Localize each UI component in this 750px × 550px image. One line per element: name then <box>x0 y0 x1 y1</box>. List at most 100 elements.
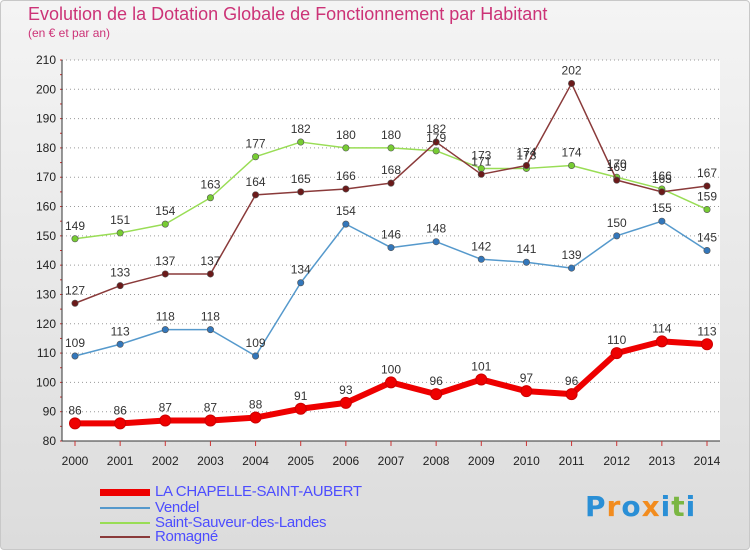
data-label: 180 <box>336 128 356 142</box>
data-label: 180 <box>381 128 401 142</box>
data-point <box>432 238 440 246</box>
data-point <box>658 217 666 225</box>
y-tick-label: 150 <box>36 229 56 243</box>
y-tick-label: 90 <box>43 405 57 419</box>
x-tick-label: 2005 <box>287 454 314 468</box>
data-point <box>116 282 124 290</box>
x-tick-label: 2002 <box>152 454 179 468</box>
data-label: 93 <box>339 383 353 397</box>
y-tick-label: 110 <box>37 346 56 360</box>
legend-label: LA CHAPELLE-SAINT-AUBERT <box>155 483 362 500</box>
data-point <box>613 232 621 240</box>
x-tick-label: 2004 <box>242 454 269 468</box>
data-label: 164 <box>246 175 266 189</box>
data-label: 155 <box>652 201 672 215</box>
series-1 <box>71 79 711 307</box>
data-label: 127 <box>65 283 85 297</box>
data-label: 101 <box>471 359 491 373</box>
data-label: 137 <box>155 254 175 268</box>
series-3 <box>69 335 713 430</box>
data-point <box>385 376 397 389</box>
data-point <box>387 179 395 187</box>
data-label: 166 <box>336 169 356 183</box>
data-label: 87 <box>204 400 218 414</box>
chart-subtitle: (en € et par an) <box>28 26 111 40</box>
y-tick-label: 200 <box>36 82 56 96</box>
data-label: 166 <box>652 169 672 183</box>
x-tick-label: 2007 <box>378 454 405 468</box>
logo-letter: t <box>671 490 686 523</box>
data-label: 179 <box>426 131 446 145</box>
data-point <box>342 144 350 152</box>
data-point <box>206 326 214 334</box>
data-label: 109 <box>246 336 266 350</box>
data-point <box>520 385 533 398</box>
data-point <box>342 220 350 228</box>
data-point <box>568 79 576 87</box>
data-label: 145 <box>697 231 717 245</box>
chart-title: Evolution de la Dotation Globale de Fonc… <box>28 4 548 24</box>
data-label: 165 <box>652 172 672 186</box>
y-tick-label: 100 <box>36 375 56 389</box>
data-label: 168 <box>381 163 401 177</box>
data-point <box>565 388 578 401</box>
x-tick-label: 2000 <box>62 454 89 468</box>
data-label: 173 <box>471 148 491 162</box>
data-point <box>703 205 711 213</box>
data-point <box>69 417 81 430</box>
data-label: 96 <box>429 374 443 388</box>
proxiti-logo: Proxiti <box>585 490 696 523</box>
data-point <box>252 191 260 199</box>
data-point <box>387 144 395 152</box>
data-point <box>342 185 350 193</box>
x-tick-label: 2010 <box>513 454 540 468</box>
data-label: 202 <box>562 63 582 77</box>
data-label: 174 <box>516 146 536 160</box>
data-point <box>206 270 214 278</box>
data-label: 170 <box>607 157 627 171</box>
logo-letter: i <box>685 490 697 523</box>
data-label: 150 <box>607 216 627 230</box>
data-label: 88 <box>249 398 263 412</box>
data-point <box>432 147 440 155</box>
data-point <box>249 411 262 424</box>
logo-letter: r <box>606 490 622 523</box>
data-label: 133 <box>110 266 130 280</box>
data-label: 151 <box>110 213 130 227</box>
data-point <box>430 388 443 401</box>
x-tick-label: 2011 <box>559 454 585 468</box>
data-label: 134 <box>291 263 311 277</box>
legend-swatch <box>100 536 150 538</box>
data-label: 110 <box>607 333 626 347</box>
logo-letter: x <box>641 490 661 523</box>
axes: 8090100110120130140150160170180190200210… <box>36 53 721 468</box>
data-point <box>522 258 530 266</box>
data-label: 96 <box>565 374 579 388</box>
y-tick-label: 160 <box>36 200 56 214</box>
data-point <box>613 176 621 184</box>
data-label: 146 <box>381 228 401 242</box>
legend-swatch <box>100 507 150 509</box>
data-label: 154 <box>155 204 175 218</box>
series-layer <box>69 79 713 430</box>
data-label: 137 <box>200 254 220 268</box>
data-point <box>701 338 713 351</box>
logo-letter: P <box>585 490 607 523</box>
data-point <box>294 402 307 415</box>
x-tick-label: 2006 <box>333 454 360 468</box>
data-point <box>161 220 169 228</box>
x-tick-label: 2009 <box>468 454 495 468</box>
data-label: 171 <box>471 154 491 168</box>
data-point <box>477 170 485 178</box>
logo-letter: i <box>660 490 672 523</box>
legend-label: Vendel <box>155 499 200 516</box>
data-label: 91 <box>294 389 308 403</box>
data-label: 159 <box>697 189 717 203</box>
data-label: 141 <box>516 242 536 256</box>
y-tick-label: 170 <box>36 170 56 184</box>
data-point <box>297 279 305 287</box>
data-label: 114 <box>652 321 671 335</box>
data-point <box>477 255 485 263</box>
data-point <box>114 417 127 430</box>
